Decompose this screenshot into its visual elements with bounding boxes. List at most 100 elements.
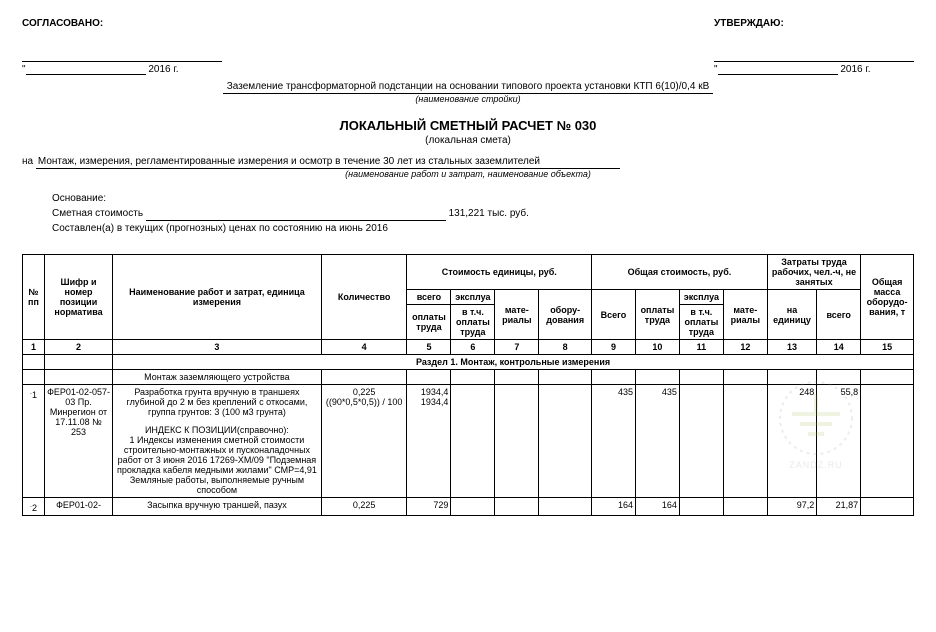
cost-line: Сметная стоимость 131,221 тыс. руб. [52, 206, 914, 221]
r2-desc: Засыпка вручную траншей, пазух [113, 498, 322, 516]
r2-c5: 729 [407, 498, 451, 516]
approved-year: " 2016 г. [714, 64, 914, 75]
h-qty: Количество [321, 255, 407, 340]
cn13: 13 [767, 340, 816, 355]
h13: на единицу [767, 290, 816, 340]
r1-num: .1 [23, 385, 45, 498]
info-block: Основание: Сметная стоимость 131,221 тыс… [52, 191, 914, 236]
r1-c8 [539, 385, 592, 498]
r2-c7 [495, 498, 539, 516]
r1-qty-f: ((90*0,5*0,5)) / 100 [324, 397, 405, 407]
h-labor: Затраты труда рабочих, чел.-ч, не заняты… [767, 255, 860, 290]
cn6: 6 [451, 340, 495, 355]
approved-sign-line [714, 47, 914, 62]
r1-c11 [679, 385, 723, 498]
basis-line: Основание: [52, 191, 914, 206]
h-num: № пп [23, 255, 45, 340]
cn15: 15 [861, 340, 914, 355]
h6b: в т.ч. оплаты труда [451, 305, 495, 340]
top-approval-row: СОГЛАСОВАНО: " 2016 г. УТВЕРЖДАЮ: " 2016… [22, 18, 914, 75]
col-num-row: 1 2 3 4 5 6 7 8 9 10 11 12 13 14 15 [23, 340, 914, 355]
r1-qty-v: 0,225 [324, 387, 405, 397]
r2-c8 [539, 498, 592, 516]
cn7: 7 [495, 340, 539, 355]
h5t: всего [407, 290, 451, 305]
r1-index-title: ИНДЕКС К ПОЗИЦИИ(справочно): [115, 425, 319, 435]
r2-c10: 164 [635, 498, 679, 516]
h-unit-cost: Стоимость единицы, руб. [407, 255, 592, 290]
estimate-table: № пп Шифр и номер позиции норматива Наим… [22, 254, 914, 516]
works-prefix: на [22, 156, 33, 167]
h10: оплаты труда [635, 290, 679, 340]
h-desc: Наименование работ и затрат, единица изм… [113, 255, 322, 340]
h6t: эксплуа [451, 290, 495, 305]
r1-code: ФЕР01-02-057-03 Пр. Минрегион от 17.11.0… [44, 385, 112, 498]
h-total-cost: Общая стоимость, руб. [592, 255, 768, 290]
cn5: 5 [407, 340, 451, 355]
cn14: 14 [817, 340, 861, 355]
h9: Всего [592, 290, 636, 340]
construction-name: Заземление трансформаторной подстанции н… [223, 81, 714, 94]
r1-c12 [723, 385, 767, 498]
h-code: Шифр и номер позиции норматива [44, 255, 112, 340]
r1-qty: 0,225 ((90*0,5*0,5)) / 100 [321, 385, 407, 498]
r2-c6 [451, 498, 495, 516]
year-suffix-left: 2016 г. [148, 64, 178, 75]
cn4: 4 [321, 340, 407, 355]
r2-c15 [861, 498, 914, 516]
r2-c13: 97,2 [767, 498, 816, 516]
r1-c9: 435 [592, 385, 636, 498]
h7: мате- риалы [495, 290, 539, 340]
r1-c10: 435 [635, 385, 679, 498]
h11b: в т.ч. оплаты труда [679, 305, 723, 340]
h8: обору- дования [539, 290, 592, 340]
r2-num: .2 [23, 498, 45, 516]
year-suffix-right: 2016 г. [840, 64, 870, 75]
r2-c9: 164 [592, 498, 636, 516]
r1-desc: Разработка грунта вручную в траншеях глу… [113, 385, 322, 498]
r1-c7 [495, 385, 539, 498]
r1-index-body: 1 Индексы изменения сметной стоимости ст… [115, 435, 319, 495]
r1-desc-main: Разработка грунта вручную в траншеях глу… [115, 387, 319, 417]
table-head: № пп Шифр и номер позиции норматива Наим… [23, 255, 914, 355]
r2-c12 [723, 498, 767, 516]
doc-subtitle: (локальная смета) [22, 135, 914, 146]
construction-line: Заземление трансформаторной подстанции н… [22, 81, 914, 94]
approved-block: УТВЕРЖДАЮ: " 2016 г. [714, 18, 914, 75]
compiled-line: Составлен(а) в текущих (прогнозных) цена… [52, 221, 914, 236]
cn3: 3 [113, 340, 322, 355]
h-mass: Общая масса оборудо- вания, т [861, 255, 914, 340]
agreed-sign-line [22, 47, 222, 62]
h12: мате- риалы [723, 290, 767, 340]
cn9: 9 [592, 340, 636, 355]
cost-label: Сметная стоимость [52, 208, 143, 219]
works-row: на Монтаж, измерения, регламентированные… [22, 156, 914, 169]
r1-c13: 248 [767, 385, 816, 498]
approved-label: УТВЕРЖДАЮ: [714, 18, 914, 29]
r2-qty: 0,225 [321, 498, 407, 516]
cost-value: 131,221 тыс. руб. [449, 208, 529, 219]
r1-c15 [861, 385, 914, 498]
cn10: 10 [635, 340, 679, 355]
subsection-1: Монтаж заземляющего устройства [23, 370, 914, 385]
h5b: оплаты труда [407, 305, 451, 340]
r2-c14: 21,87 [817, 498, 861, 516]
table-row-1: .1 ФЕР01-02-057-03 Пр. Минрегион от 17.1… [23, 385, 914, 498]
table-row-2: .2 ФЕР01-02- Засыпка вручную траншей, па… [23, 498, 914, 516]
cn2: 2 [44, 340, 112, 355]
section-1-title: Раздел 1. Монтаж, контрольные измерения [113, 355, 914, 370]
r1-c6 [451, 385, 495, 498]
h14: всего [817, 290, 861, 340]
r1-c14: 55,8 [817, 385, 861, 498]
h11t: эксплуа [679, 290, 723, 305]
works-caption: (наименование работ и затрат, наименован… [22, 169, 914, 179]
works-name: Монтаж, измерения, регламентированные из… [36, 156, 620, 169]
subsection-1-title: Монтаж заземляющего устройства [113, 370, 322, 385]
cn11: 11 [679, 340, 723, 355]
cn8: 8 [539, 340, 592, 355]
agreed-block: СОГЛАСОВАНО: " 2016 г. [22, 18, 222, 75]
r2-c11 [679, 498, 723, 516]
r1-c5: 1934,41934,4 [407, 385, 451, 498]
r2-code: ФЕР01-02- [44, 498, 112, 516]
agreed-year: " 2016 г. [22, 64, 222, 75]
